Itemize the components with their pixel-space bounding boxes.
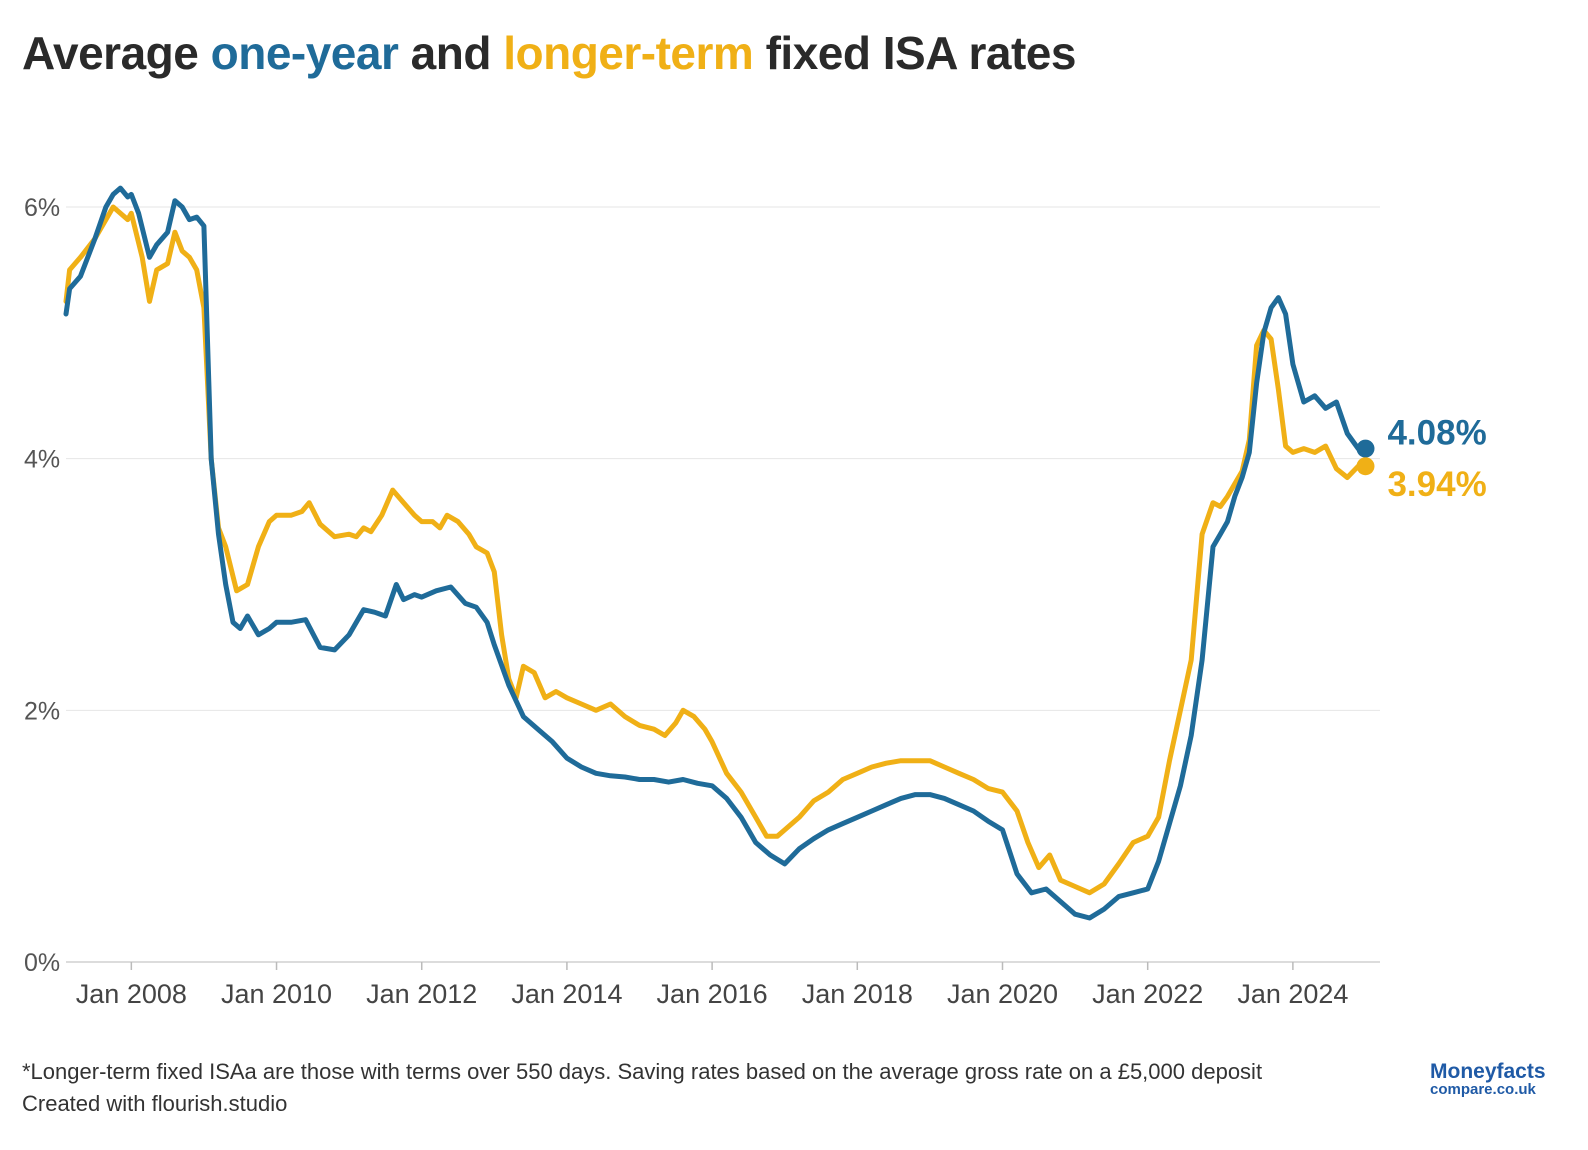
x-tick-label-7: Jan 2022 <box>1092 979 1203 1009</box>
x-tick-label-2: Jan 2012 <box>366 979 477 1009</box>
title-one-year: one-year <box>210 27 399 79</box>
x-tick-label-1: Jan 2010 <box>221 979 332 1009</box>
logo-line-2: compare.co.uk <box>1430 1081 1536 1098</box>
chart-title: Average one-year and longer-term fixed I… <box>22 26 1076 80</box>
series-line-one_year <box>63 185 1368 921</box>
moneyfacts-logo: Moneyfacts compare.co.uk <box>1430 1060 1550 1098</box>
x-tick-label-8: Jan 2024 <box>1237 979 1348 1009</box>
logo-line-1: Moneyfacts <box>1430 1060 1546 1083</box>
end-label-longer_term: 3.94% <box>1387 465 1486 504</box>
title-longer-term: longer-term <box>503 27 754 79</box>
end-point-one_year <box>1356 439 1375 458</box>
x-tick-label-5: Jan 2018 <box>802 979 913 1009</box>
x-tick-label-6: Jan 2020 <box>947 979 1058 1009</box>
x-tick-label-0: Jan 2008 <box>76 979 187 1009</box>
y-tick-label-0: 0% <box>24 949 60 977</box>
title-part-1: Average <box>22 27 211 79</box>
end-label-one_year: 4.08% <box>1387 414 1486 453</box>
x-tick-label-3: Jan 2014 <box>511 979 622 1009</box>
y-tick-label-1: 2% <box>24 697 60 725</box>
end-point-longer_term <box>1356 457 1375 476</box>
footnote-line-2: Created with flourish.studio <box>22 1091 288 1116</box>
x-tick-label-4: Jan 2016 <box>657 979 768 1009</box>
title-part-3: and <box>398 27 504 79</box>
footnote-line-1: *Longer-term fixed ISAa are those with t… <box>22 1059 1263 1084</box>
y-tick-label-2: 4% <box>24 446 60 474</box>
series-line-longer_term <box>63 204 1368 896</box>
title-part-5: fixed ISA rates <box>753 27 1077 79</box>
footnote: *Longer-term fixed ISAa are those with t… <box>22 1056 1262 1120</box>
y-tick-label-3: 6% <box>24 194 60 222</box>
